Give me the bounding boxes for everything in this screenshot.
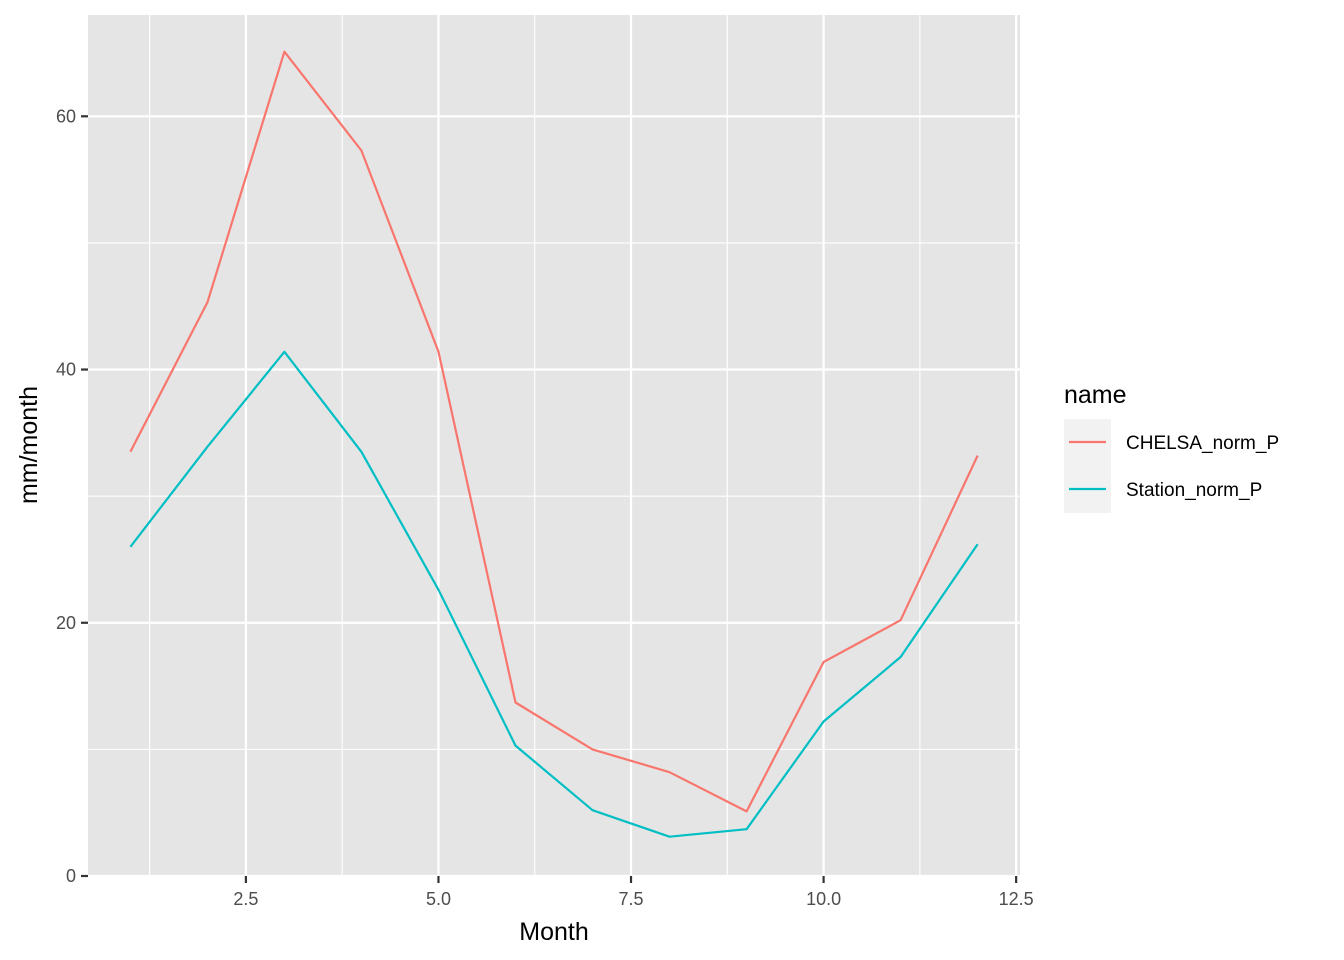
x-tick-label: 7.5 xyxy=(619,889,644,909)
y-tick-label: 60 xyxy=(56,106,76,126)
x-axis-title: Month xyxy=(519,918,588,946)
series-lines xyxy=(129,50,979,838)
x-tick-label: 2.5 xyxy=(233,889,258,909)
series-line-Station_norm_P xyxy=(129,350,979,838)
legend-key-bg xyxy=(1064,419,1111,513)
series-line-CHELSA_norm_P xyxy=(129,50,979,813)
grid-major xyxy=(88,15,1020,878)
x-tick-label: 5.0 xyxy=(426,889,451,909)
x-axis: 2.5 5.0 7.5 10.0 12.5 xyxy=(233,876,1034,909)
y-tick-label: 0 xyxy=(66,866,76,886)
legend: name CHELSA_norm_P Station_norm_P xyxy=(1064,381,1279,513)
y-axis: 0 20 40 60 xyxy=(56,106,88,886)
grid-minor xyxy=(88,15,1020,876)
x-tick-label: 10.0 xyxy=(806,889,841,909)
x-tick-label: 12.5 xyxy=(999,889,1034,909)
legend-label: CHELSA_norm_P xyxy=(1126,433,1279,454)
legend-label: Station_norm_P xyxy=(1126,480,1262,501)
legend-title: name xyxy=(1064,381,1127,409)
y-axis-title: mm/month xyxy=(15,386,43,504)
y-tick-label: 40 xyxy=(56,360,76,380)
plot-panel xyxy=(88,15,1020,876)
y-tick-label: 20 xyxy=(56,613,76,633)
